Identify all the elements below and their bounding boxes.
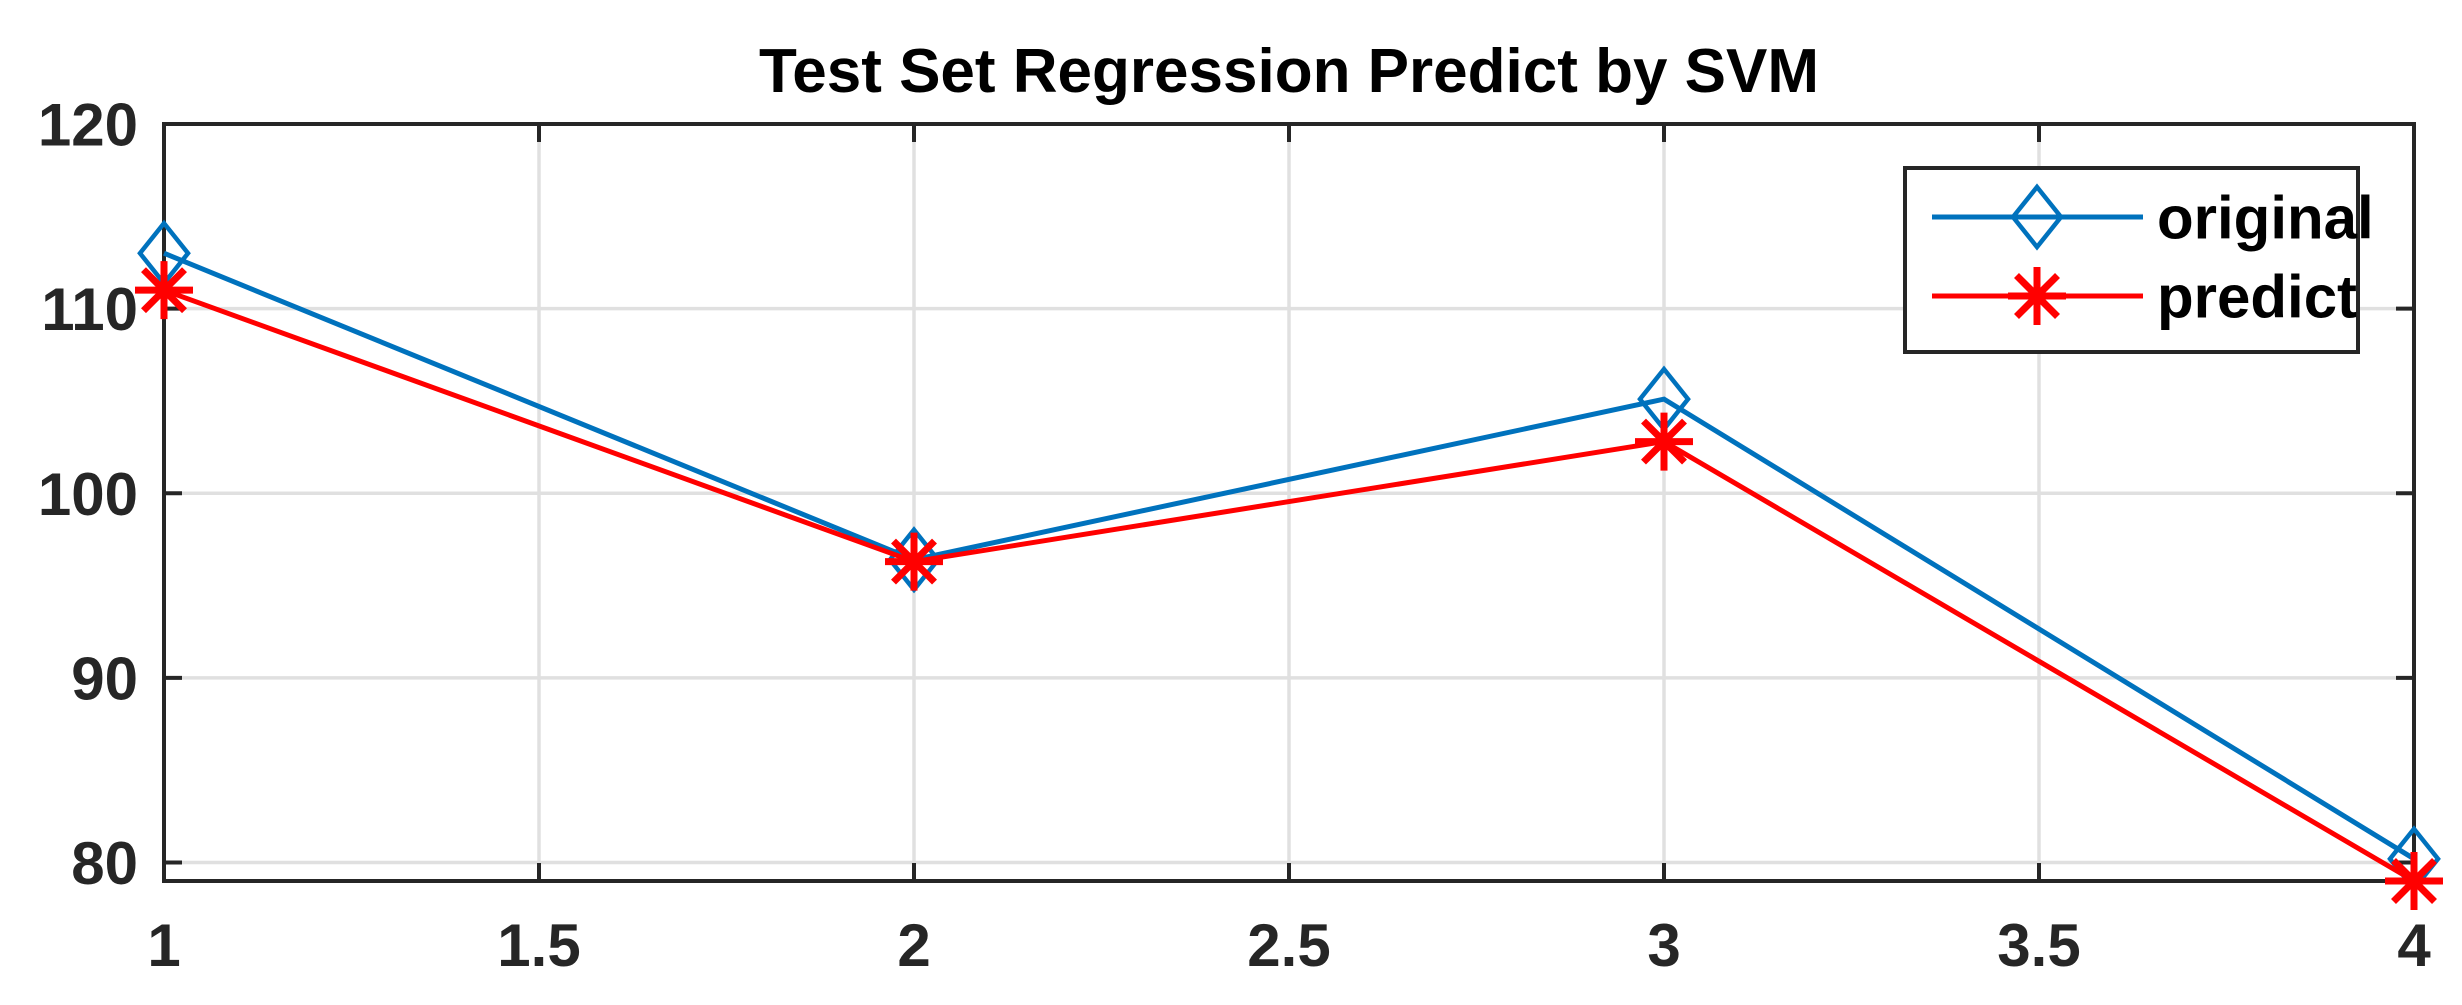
- series-predict-marker-2: [1635, 412, 1693, 471]
- series-predict-marker-3: [2385, 852, 2443, 910]
- series-predict-marker-1: [885, 532, 943, 591]
- legend-label-predict: predict: [2157, 264, 2357, 331]
- legend-box: [1903, 166, 2360, 354]
- x-tick-label-2: 2: [897, 912, 930, 979]
- chart-title: Test Set Regression Predict by SVM: [759, 37, 1819, 106]
- y-tick-labels: 80 90 100 110 120: [38, 92, 138, 898]
- legend-label-original: original: [2157, 185, 2374, 252]
- series-original-line: [163, 250, 2416, 861]
- y-tick-label-4: 120: [38, 92, 138, 159]
- x-tick-labels: 1 1.5 2 2.5 3 3.5 4: [147, 912, 2431, 979]
- y-tick-label-2: 100: [38, 461, 138, 528]
- x-tick-label-4: 3: [1647, 912, 1680, 979]
- y-tick-label-1: 90: [71, 646, 138, 713]
- x-tick-label-5: 3.5: [1997, 912, 2080, 979]
- x-tick-label-0: 1: [147, 912, 180, 979]
- series-predict-line: [163, 287, 2416, 884]
- series-predict: [135, 261, 2443, 910]
- x-tick-label-6: 4: [2397, 912, 2431, 979]
- legend-entry-original: original: [1932, 183, 2374, 252]
- data-series: [135, 219, 2443, 910]
- x-tick-label-3: 2.5: [1247, 912, 1330, 979]
- x-tick-label-1: 1.5: [497, 912, 580, 979]
- legend-entry-predict: predict: [1932, 264, 2357, 331]
- y-tick-label-3: 110: [41, 276, 138, 343]
- legend-marker-predict: [2008, 267, 2066, 325]
- legend-marker-original: [2010, 183, 2064, 251]
- tick-marks: [162, 122, 2416, 881]
- legend: original predict: [1903, 166, 2374, 354]
- y-tick-label-0: 80: [71, 830, 138, 897]
- series-predict-marker-0: [135, 261, 193, 320]
